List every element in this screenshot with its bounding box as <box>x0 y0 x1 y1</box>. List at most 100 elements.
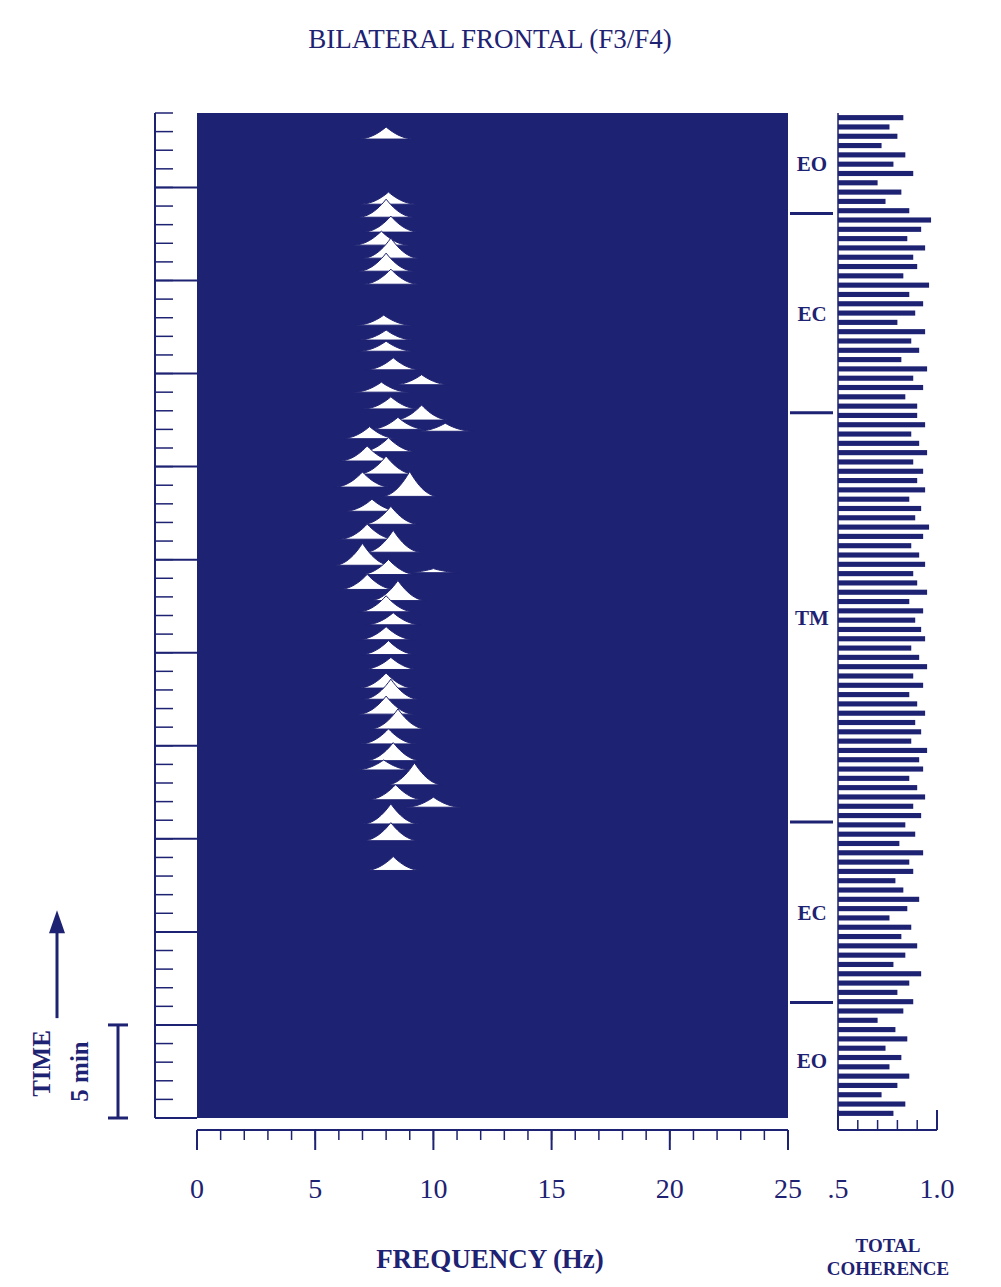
x-minor-tick <box>574 1130 576 1140</box>
scale-bar-cap <box>108 1023 128 1026</box>
coherence-bar <box>838 190 901 195</box>
coherence-bar <box>838 152 905 157</box>
coherence-bar <box>838 469 923 474</box>
coherence-bar <box>838 217 931 222</box>
coherence-bar <box>838 720 915 725</box>
x-minor-tick <box>527 1130 529 1140</box>
coherence-bar <box>838 1018 878 1023</box>
coherence-bar <box>838 329 925 334</box>
spectral-peak <box>358 627 415 640</box>
coherence-bar <box>838 934 901 939</box>
coherence-bar <box>838 692 909 697</box>
spectral-peak <box>362 679 419 699</box>
x-minor-tick <box>456 1130 458 1140</box>
coherence-bar <box>838 664 927 669</box>
spectral-peak <box>358 330 415 340</box>
coherence-bar <box>838 878 895 883</box>
spectral-peak <box>362 269 419 284</box>
scale-bar-label: 5 min <box>66 1041 93 1102</box>
y-minor-tick <box>155 596 173 598</box>
spectral-peak <box>358 253 415 271</box>
spectral-peak <box>386 763 443 785</box>
segment-divider <box>790 411 833 414</box>
coherence-bar <box>838 757 919 762</box>
spectral-peak <box>358 696 415 714</box>
x-minor-tick <box>338 1130 340 1140</box>
spectral-peak <box>370 581 427 601</box>
title: BILATERAL FRONTAL (F3/F4) <box>308 24 671 54</box>
coherence-bar <box>838 515 915 520</box>
x-tick-label: 5 <box>308 1173 322 1204</box>
x-minor-tick <box>409 1130 411 1140</box>
spectral-peak <box>370 417 427 429</box>
coherence-bar <box>838 404 917 409</box>
coherence-bar <box>838 943 917 948</box>
y-minor-tick <box>155 243 173 245</box>
y-minor-tick <box>155 503 173 505</box>
coherence-bar <box>838 953 905 958</box>
spectral-peak <box>334 543 391 565</box>
coherence-bar <box>838 1064 889 1069</box>
coherence-bar <box>838 366 927 371</box>
coherence-bar <box>838 897 919 902</box>
coherence-bar <box>838 338 911 343</box>
coherence-bar <box>838 571 913 576</box>
coherence-tick-label: .5 <box>828 1173 849 1204</box>
y-minor-tick <box>155 875 173 877</box>
y-minor-tick <box>155 578 173 580</box>
coherence-bar <box>838 701 917 706</box>
spectral-peak <box>381 471 438 496</box>
segment-label: TM <box>795 606 829 630</box>
coherence-bar <box>838 822 905 827</box>
coherence-bar <box>838 236 907 241</box>
spectral-peak <box>365 613 422 625</box>
y-tick <box>155 280 197 282</box>
coherence-bar <box>838 618 915 623</box>
spectral-peak <box>358 199 415 217</box>
y-minor-tick <box>155 1080 173 1082</box>
coherence-bar <box>838 832 915 837</box>
spectral-peak <box>353 231 410 245</box>
coherence-minor-tick <box>916 1120 918 1130</box>
coherence-bar <box>838 497 909 502</box>
coherence-bar <box>838 487 925 492</box>
spectral-peak <box>360 641 417 655</box>
spectral-peak <box>393 405 450 420</box>
coherence-bar <box>838 171 913 176</box>
x-tick <box>787 1130 789 1150</box>
x-tick <box>551 1130 553 1150</box>
coherence-bar <box>838 925 911 930</box>
coherence-bar <box>838 292 909 297</box>
x-minor-tick <box>598 1130 600 1140</box>
y-tick <box>155 931 197 933</box>
coherence-bar <box>838 320 897 325</box>
coherence-bar <box>838 1083 897 1088</box>
y-minor-tick <box>155 131 173 133</box>
x-minor-tick <box>362 1130 364 1140</box>
coherence-bar <box>838 273 903 278</box>
y-minor-tick <box>155 782 173 784</box>
spectral-peak <box>362 823 419 841</box>
y-minor-tick <box>155 857 173 859</box>
spectral-peak <box>370 709 427 729</box>
scale-bar-cap <box>108 1117 128 1120</box>
y-minor-tick <box>155 336 173 338</box>
y-minor-tick <box>155 354 173 356</box>
coherence-bar <box>838 180 878 185</box>
y-minor-tick <box>155 689 173 691</box>
coherence-bar <box>838 915 889 920</box>
spectral-peak <box>358 456 415 474</box>
coherence-bar <box>838 599 909 604</box>
y-minor-tick <box>155 913 173 915</box>
coherence-minor-tick <box>877 1120 879 1130</box>
spectral-peak <box>405 797 462 807</box>
coherence-bar <box>838 673 913 678</box>
coherence-bar <box>838 1036 907 1041</box>
y-minor-tick <box>155 261 173 263</box>
coherence-bar <box>838 143 882 148</box>
x-minor-tick <box>693 1130 695 1140</box>
spectral-peak <box>339 524 396 539</box>
coherence-bar <box>838 580 917 585</box>
y-tick <box>155 186 197 188</box>
coherence-bar <box>838 1101 905 1106</box>
